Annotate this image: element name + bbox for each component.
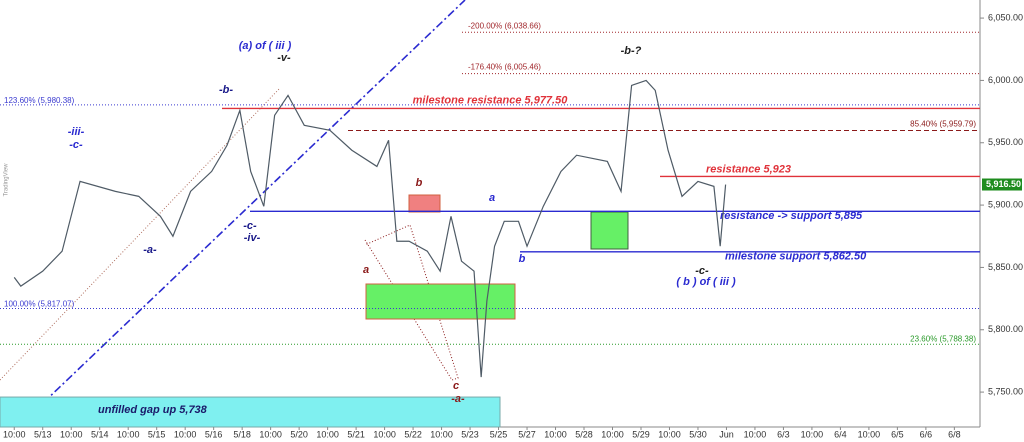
x-tick-label: 10:00 <box>430 429 453 439</box>
y-tick-label: 6,000.00 <box>988 75 1023 85</box>
y-tick-label: 5,750.00 <box>988 386 1023 396</box>
x-tick-label: Jun <box>719 429 734 439</box>
wave-label: (a) of ( iii ) <box>239 40 292 52</box>
y-tick-label: 5,900.00 <box>988 199 1023 209</box>
x-tick-label: 5/14 <box>91 429 109 439</box>
x-tick-label: 5/13 <box>34 429 52 439</box>
level-label: milestone resistance 5,977.50 <box>413 94 569 106</box>
watermark: TradingView <box>4 163 10 197</box>
zone-box <box>408 194 441 213</box>
x-tick-label: 5/25 <box>490 429 508 439</box>
x-tick-label: 5/22 <box>404 429 422 439</box>
x-tick-label: 10:00 <box>117 429 140 439</box>
x-tick-label: 10:00 <box>601 429 624 439</box>
wave-label: -v- <box>277 52 291 64</box>
level-label: -176.40% (6,005.46) <box>468 63 541 72</box>
x-tick-label: 5/15 <box>148 429 166 439</box>
wave-label: b <box>519 253 526 265</box>
level-label: 23.60% (5,788.38) <box>910 334 976 343</box>
zone-box <box>590 211 629 250</box>
x-tick-label: 10:00 <box>544 429 567 439</box>
wave-label: ( b ) of ( iii ) <box>676 276 736 288</box>
wave-label: a <box>489 192 495 204</box>
wave-label: -iv- <box>244 232 261 244</box>
level-label: 85.40% (5,959.79) <box>910 120 976 129</box>
x-tick-label: 10:00 <box>801 429 824 439</box>
y-tick-label: 6,050.00 <box>988 12 1023 22</box>
gap-label: unfilled gap up 5,738 <box>98 404 208 416</box>
level-label: resistance 5,923 <box>706 163 791 175</box>
zone-box <box>365 283 516 320</box>
wave-label: -a- <box>451 393 465 405</box>
x-tick-label: 6/6 <box>920 429 933 439</box>
x-tick-label: 10:00 <box>858 429 881 439</box>
price-line <box>13 79 727 378</box>
x-tick-label: 10:00 <box>373 429 396 439</box>
level-label: -200.00% (6,038.66) <box>468 21 541 30</box>
last-price-box <box>982 178 1022 191</box>
x-tick-label: 5/29 <box>632 429 650 439</box>
wave-label: -b-? <box>621 45 642 57</box>
y-tick-label: 5,850.00 <box>988 262 1023 272</box>
x-tick-label: 10:00 <box>3 429 26 439</box>
last-price-label: 5,916.50 <box>986 179 1021 189</box>
wave-label: -b- <box>219 84 233 96</box>
x-tick-label: 5/30 <box>689 429 707 439</box>
wave-label: -a- <box>143 244 157 256</box>
level-label: 100.00% (5,817.07) <box>4 300 75 309</box>
x-tick-label: 6/3 <box>777 429 790 439</box>
wave-label: -c- <box>69 139 83 151</box>
x-tick-label: 10:00 <box>174 429 197 439</box>
x-tick-label: 5/18 <box>233 429 251 439</box>
level-label: resistance -> support 5,895 <box>720 210 863 222</box>
wave-label: -c- <box>695 265 709 277</box>
x-tick-label: 10:00 <box>316 429 339 439</box>
level-label: 123.60% (5,980.38) <box>4 96 75 105</box>
y-tick-label: 5,800.00 <box>988 324 1023 334</box>
wave-label: a <box>363 264 369 276</box>
wave-label: c <box>453 380 459 392</box>
x-tick-label: 10:00 <box>259 429 282 439</box>
x-tick-label: 10:00 <box>744 429 767 439</box>
wave-label: -iii- <box>68 126 85 138</box>
x-tick-label: 6/4 <box>834 429 847 439</box>
x-tick-label: 5/20 <box>290 429 308 439</box>
level-label: milestone support 5,862.50 <box>725 251 867 263</box>
gap-box <box>0 396 501 428</box>
y-tick-label: 5,950.00 <box>988 137 1023 147</box>
x-tick-label: 5/16 <box>205 429 223 439</box>
wave-label: b <box>416 177 423 189</box>
x-tick-label: 6/8 <box>948 429 961 439</box>
x-tick-label: 5/28 <box>575 429 593 439</box>
wave-line <box>364 224 459 381</box>
trend-line <box>19 0 466 426</box>
x-tick-label: 5/27 <box>518 429 536 439</box>
x-tick-label: 10:00 <box>60 429 83 439</box>
x-tick-label: 5/23 <box>461 429 479 439</box>
x-tick-label: 5/21 <box>347 429 365 439</box>
x-tick-label: 10:00 <box>658 429 681 439</box>
x-tick-label: 6/5 <box>891 429 904 439</box>
wave-label: -c- <box>243 220 257 232</box>
